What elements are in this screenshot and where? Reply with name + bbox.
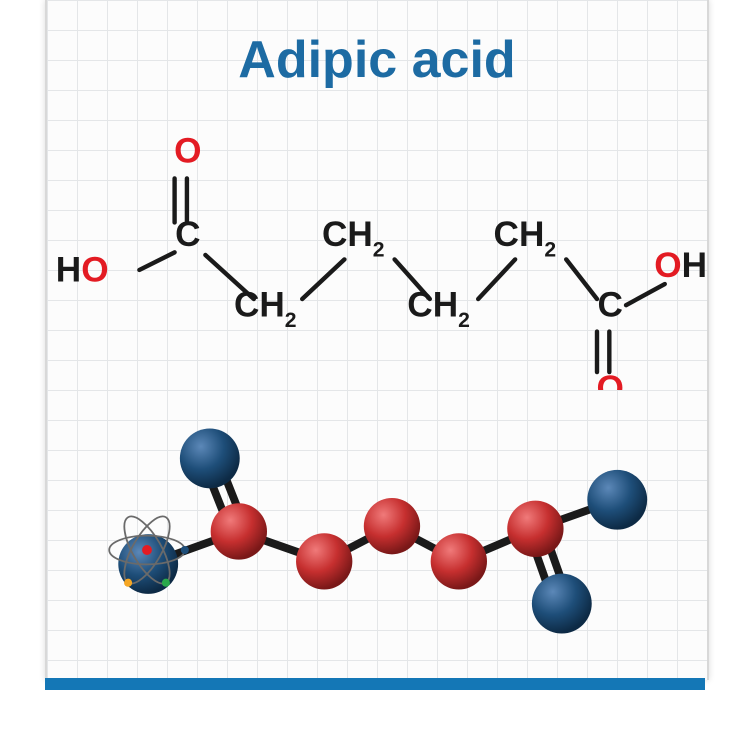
electron [162,579,170,587]
ball-b9 [532,574,592,634]
nucleus [142,545,152,555]
atom-label-CH2a: CH2 [234,286,297,333]
atom-label-OH1: HO [56,250,109,289]
atom-icon-svg [102,505,192,595]
atom-label-CH2d: CH2 [494,215,557,262]
paper-sheet: Adipic acid HO C O CH2 CH2 CH2 CH2 C O OH [45,0,709,680]
page-margin-right [705,0,750,750]
ball-b5 [364,498,420,554]
atom-label-CH2b: CH2 [322,215,385,262]
ball-b2 [180,428,240,488]
ball-b8 [587,470,647,530]
footer-bar [45,678,705,690]
atom-icon [102,505,192,595]
single-bond [302,259,344,299]
diagram-title: Adipic acid [47,30,707,90]
atom-label-C1: C [175,215,200,254]
electron [181,546,189,554]
page-margin-bottom [0,690,750,750]
ball-b6 [431,533,487,589]
electron [124,579,132,587]
page-margin-left [0,0,45,750]
atom-label-C2: C [597,286,622,325]
structural-formula: HO C O CH2 CH2 CH2 CH2 C O OH [47,120,707,390]
single-bond [139,252,174,270]
atom-label-O1: O [174,132,201,171]
single-bond [566,259,597,299]
structural-formula-svg: HO C O CH2 CH2 CH2 CH2 C O OH [47,120,707,390]
ball-b4 [296,533,352,589]
single-bond [626,284,665,305]
ball-b7 [507,501,563,557]
ball-b3 [211,503,267,559]
atom-label-O2: O [597,369,624,390]
atom-label-CH2c: CH2 [407,286,470,333]
atom-label-OH2: OH [654,246,707,285]
single-bond [478,259,515,299]
